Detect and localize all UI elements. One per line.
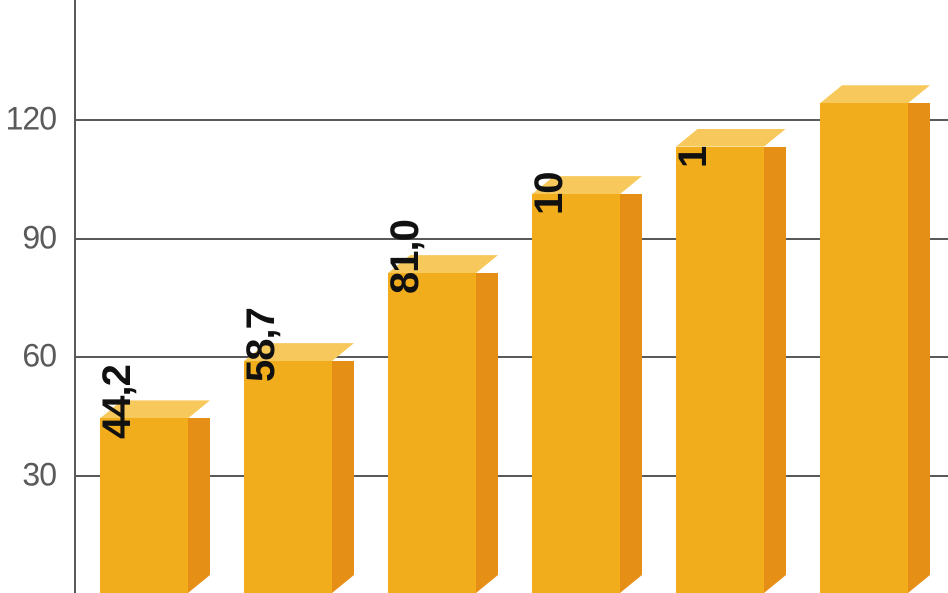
bar-value-label: 44,2 <box>95 366 140 440</box>
bar <box>244 361 332 593</box>
gridline <box>74 238 948 240</box>
bar-side <box>188 418 210 593</box>
bar-front <box>676 147 764 593</box>
bar-side <box>764 147 786 593</box>
bar-top <box>676 129 786 147</box>
bar-side <box>476 273 498 593</box>
bar-front <box>244 361 332 593</box>
bar-value-label: 10 <box>527 173 572 216</box>
gridline <box>74 119 948 121</box>
bar-front <box>100 418 188 593</box>
bar <box>676 147 764 593</box>
bar <box>532 194 620 593</box>
bar-value-label: 81,0 <box>383 220 428 294</box>
gridline <box>74 356 948 358</box>
bar-front <box>820 103 908 593</box>
bar <box>100 418 188 593</box>
bar-value-label: 1 <box>671 146 716 167</box>
bar-value-label: 58,7 <box>239 308 284 382</box>
bar-side <box>908 103 930 593</box>
bar-front <box>388 273 476 593</box>
bar-side <box>620 194 642 593</box>
bar <box>820 103 908 593</box>
bar-side <box>332 361 354 593</box>
bar <box>388 273 476 593</box>
y-tick-label: 30 <box>22 456 56 493</box>
y-tick-label: 120 <box>6 101 56 138</box>
y-tick-label: 90 <box>22 219 56 256</box>
bar-chart: 30 60 90 120 44,2 58,7 81,0 10 1 <box>0 0 948 593</box>
y-tick-label: 60 <box>22 338 56 375</box>
bar-top <box>820 85 930 103</box>
y-axis <box>74 0 76 593</box>
bar-front <box>532 194 620 593</box>
